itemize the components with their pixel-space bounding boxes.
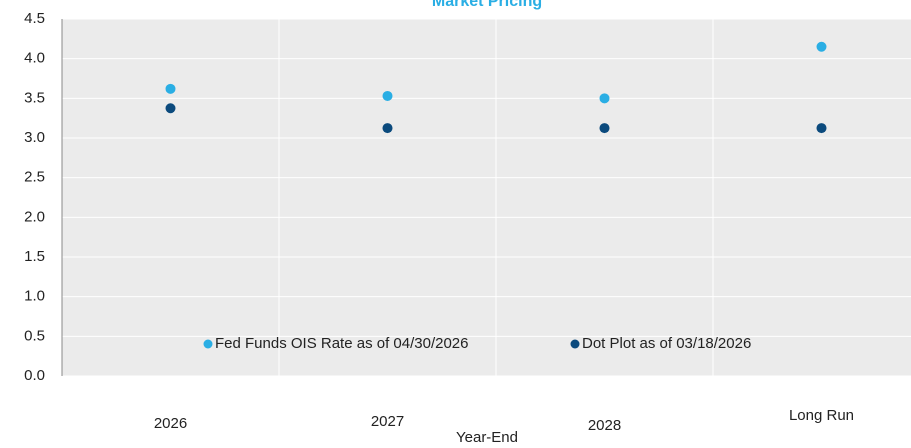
x-tick-label: 2026 bbox=[154, 415, 187, 432]
legend-marker bbox=[570, 339, 580, 349]
legend-label: Fed Funds OIS Rate as of 04/30/2026 bbox=[215, 335, 469, 352]
dot bbox=[599, 123, 610, 134]
y-tick-label: 3.0 bbox=[24, 129, 45, 146]
dot bbox=[816, 41, 827, 52]
legend-label: Dot Plot as of 03/18/2026 bbox=[582, 335, 751, 352]
dot bbox=[165, 83, 176, 94]
y-tick-label: 2.0 bbox=[24, 208, 45, 225]
x-tick-label: Long Run bbox=[789, 407, 854, 424]
y-tick-label: 0.0 bbox=[24, 367, 45, 384]
y-tick-label: 1.0 bbox=[24, 288, 45, 305]
y-tick-label: 0.5 bbox=[24, 327, 45, 344]
x-tick-label: 2028 bbox=[588, 417, 621, 434]
x-axis-label: Year-End bbox=[456, 429, 518, 446]
dot bbox=[382, 90, 393, 101]
dot bbox=[165, 103, 176, 114]
y-tick-label: 4.5 bbox=[24, 10, 45, 27]
y-tick-label: 4.0 bbox=[24, 50, 45, 67]
legend-marker bbox=[203, 339, 213, 349]
y-tick-label: 3.5 bbox=[24, 89, 45, 106]
chart-title: Market Pricing bbox=[432, 0, 542, 10]
dot bbox=[816, 123, 827, 134]
y-tick-label: 2.5 bbox=[24, 169, 45, 186]
plot-area bbox=[62, 19, 911, 376]
y-tick-label: 1.5 bbox=[24, 248, 45, 265]
dot bbox=[599, 93, 610, 104]
dot bbox=[382, 123, 393, 134]
x-tick-label: 2027 bbox=[371, 413, 404, 430]
